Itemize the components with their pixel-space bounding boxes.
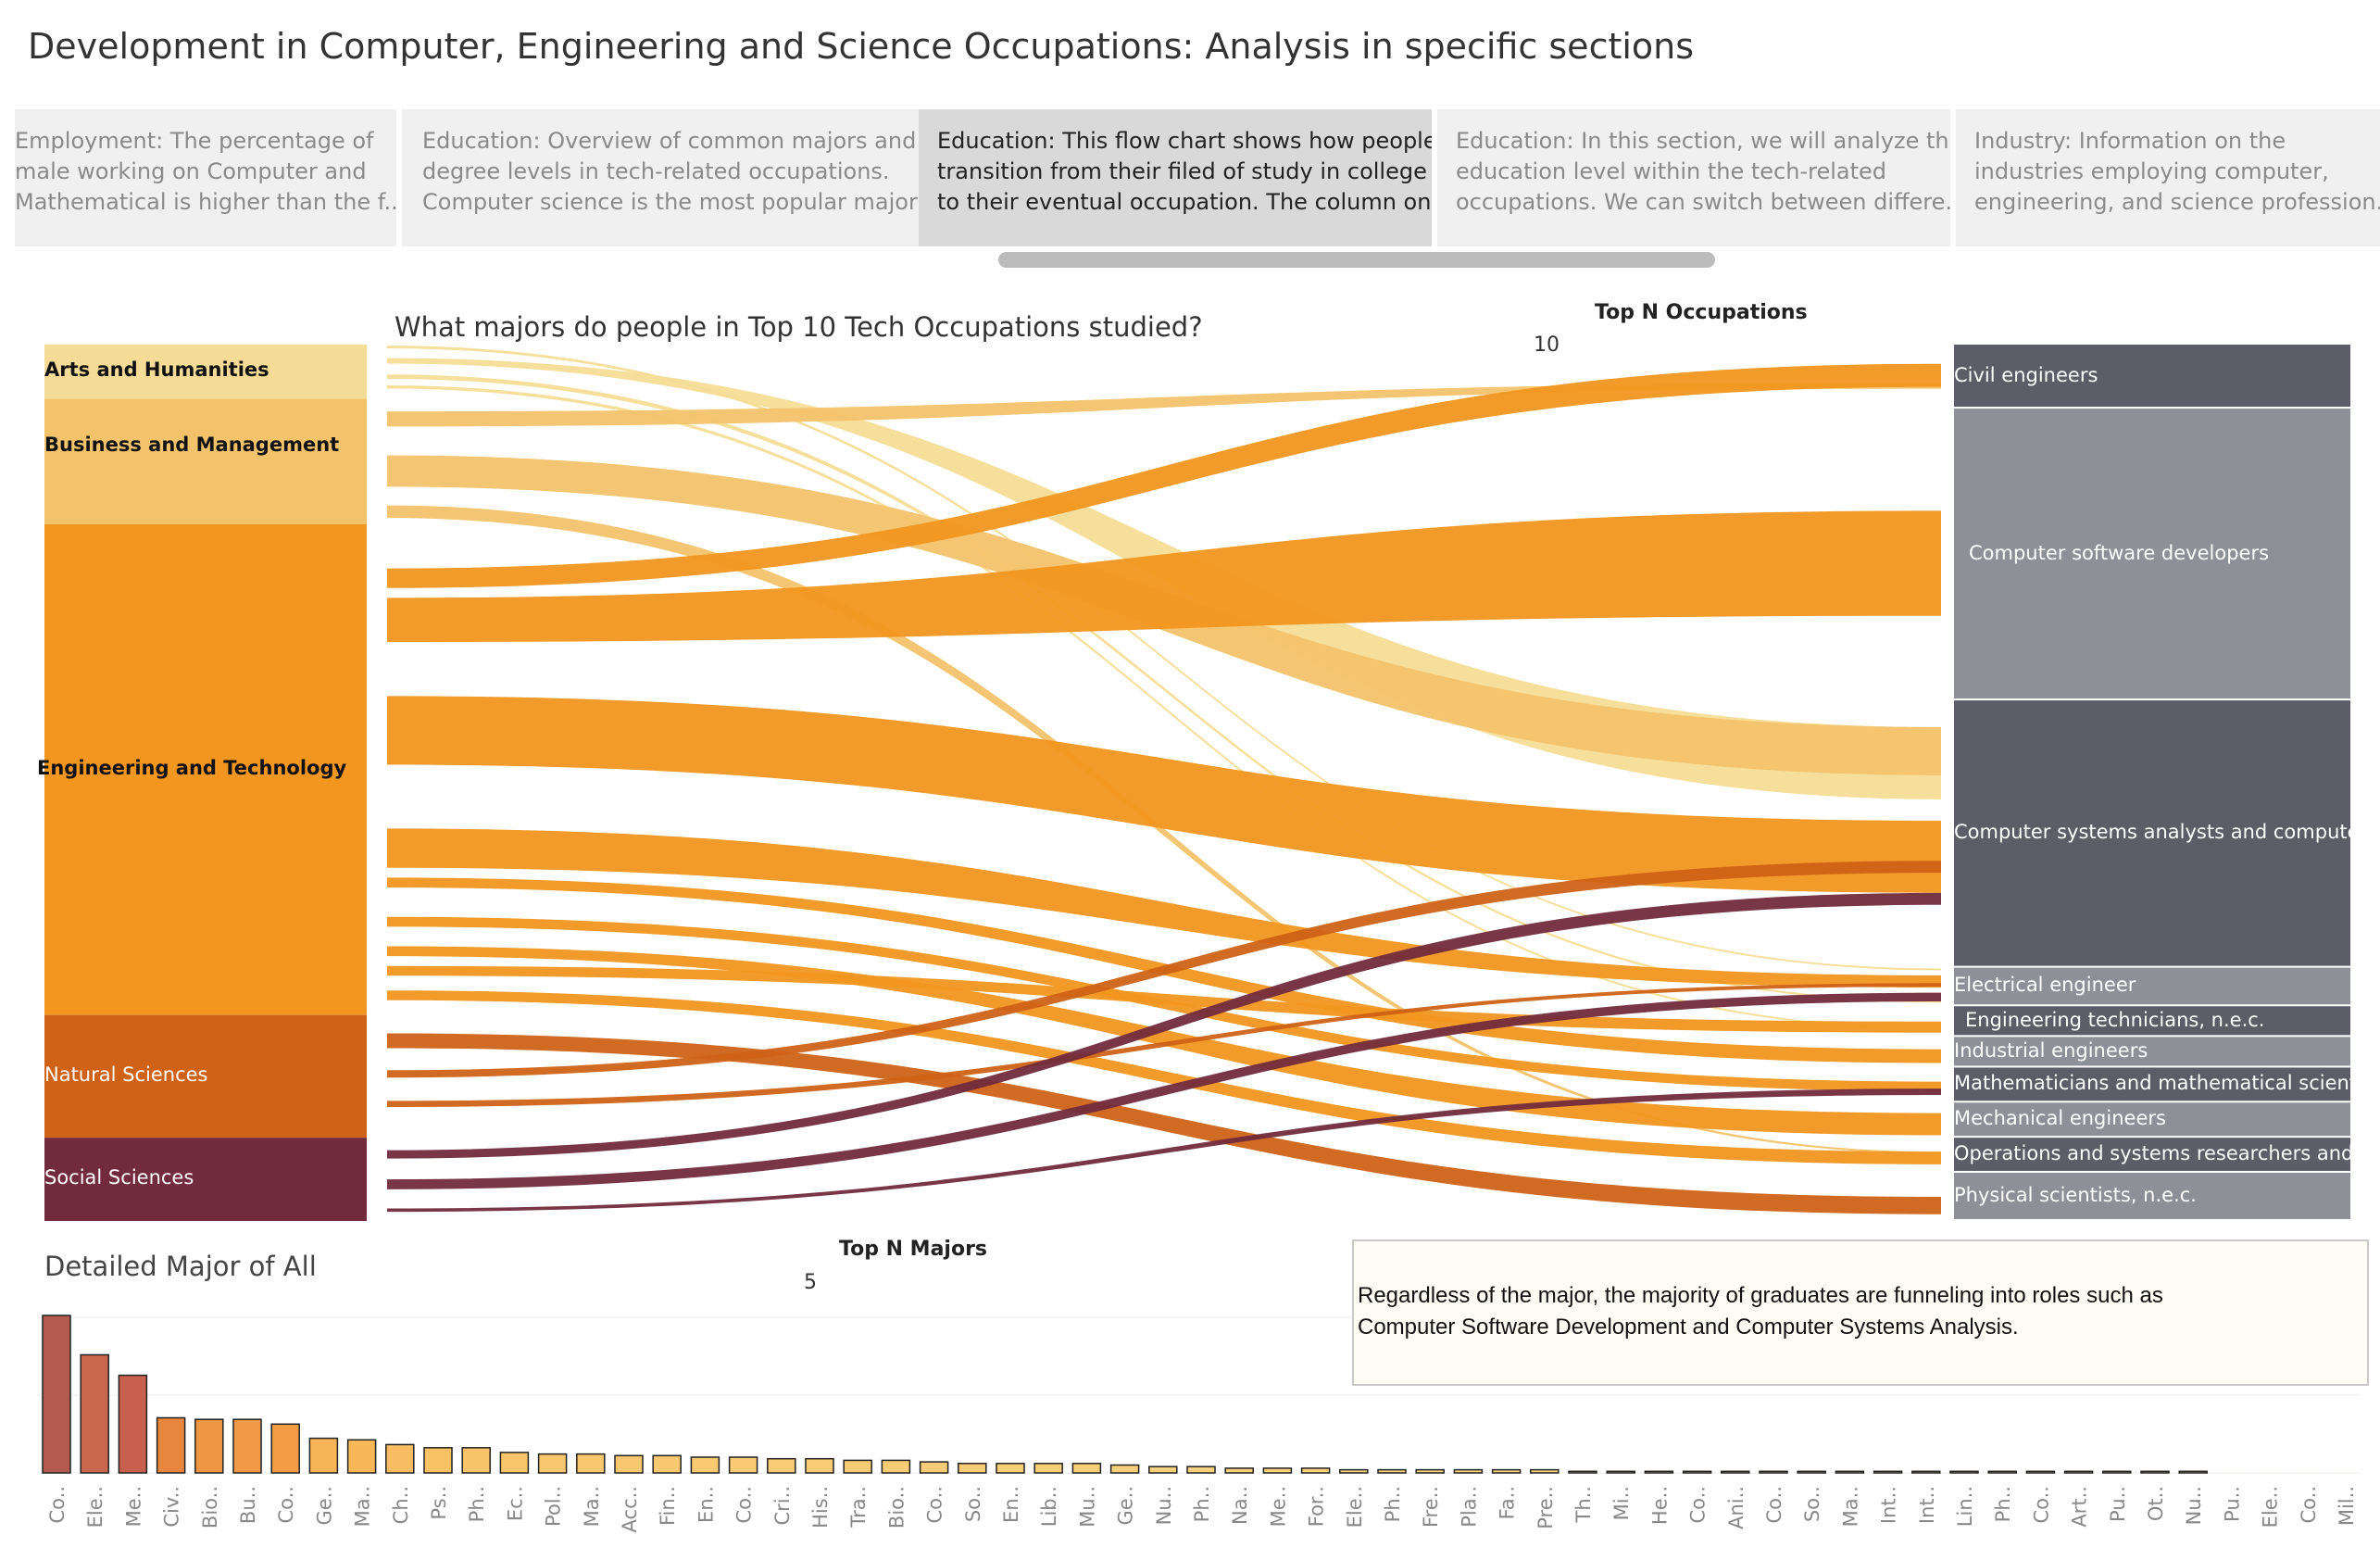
story-tab-text: Education: In this section, we will anal… bbox=[1456, 128, 1950, 215]
occupation-label: Computer software developers bbox=[1969, 541, 2270, 564]
occupation-label: Industrial engineers bbox=[1954, 1038, 2148, 1062]
occupation-label: Electrical engineer bbox=[1954, 974, 2136, 997]
major-category-label: Engineering and Technology bbox=[37, 756, 347, 779]
major-category-bar[interactable] bbox=[44, 523, 367, 1015]
occupation-label: Engineering technicians, n.e.c. bbox=[1965, 1008, 2265, 1031]
flow-ribbon[interactable] bbox=[387, 946, 1941, 1136]
occupation-label: Physical scientists, n.e.c. bbox=[1954, 1183, 2197, 1206]
story-tab-education-overview[interactable]: Education: Overview of common majors and… bbox=[402, 109, 924, 246]
occupation-bar[interactable] bbox=[1954, 1006, 2350, 1036]
story-tab-industry[interactable]: Industry: Information on the industries … bbox=[1956, 109, 2380, 246]
story-navigator: Employment: The percentage of male worki… bbox=[15, 109, 2380, 248]
major-category-bar[interactable] bbox=[44, 345, 367, 399]
flow-ribbon[interactable] bbox=[387, 828, 1941, 988]
occupation-label: Computer systems analysts and computer s… bbox=[1954, 821, 2350, 844]
flow-ribbon[interactable] bbox=[387, 990, 1941, 1164]
annotation-text: Regardless of the major, the majority of… bbox=[1358, 1283, 2163, 1340]
story-tab-employment[interactable]: Employment: The percentage of male worki… bbox=[15, 109, 396, 246]
flow-ribbon[interactable] bbox=[387, 363, 1941, 588]
flow-ribbon[interactable] bbox=[387, 892, 1941, 1159]
top-n-majors-label: Top N Majors bbox=[839, 1238, 988, 1261]
major-category-label: Natural Sciences bbox=[44, 1063, 208, 1086]
occupation-bar[interactable] bbox=[1954, 1037, 2350, 1066]
occupation-bar[interactable] bbox=[1954, 1138, 2350, 1171]
sankey-title: What majors do people in Top 10 Tech Occ… bbox=[395, 311, 1203, 343]
occupation-label: Civil engineers bbox=[1954, 363, 2098, 386]
flow-ribbon[interactable] bbox=[387, 1033, 1941, 1214]
page-title: Development in Computer, Engineering and… bbox=[28, 26, 1695, 67]
occupation-label: Mathematicians and mathematical scientis… bbox=[1954, 1072, 2350, 1095]
flow-ribbon[interactable] bbox=[387, 1088, 1941, 1213]
flow-ribbon[interactable] bbox=[387, 992, 1941, 1189]
major-category-label: Social Sciences bbox=[44, 1166, 194, 1189]
top-n-majors-value[interactable]: 5 bbox=[804, 1271, 817, 1294]
occupation-bar[interactable] bbox=[1954, 1172, 2350, 1219]
story-tab-education-level[interactable]: Education: In this section, we will anal… bbox=[1437, 109, 1950, 246]
major-category-label: Arts and Humanities bbox=[44, 359, 269, 382]
flow-ribbon[interactable] bbox=[387, 983, 1941, 1108]
occupation-label: Mechanical engineers bbox=[1954, 1107, 2166, 1130]
annotation-box: Regardless of the major, the majority of… bbox=[1352, 1239, 2369, 1386]
occupation-bar[interactable] bbox=[1954, 1102, 2350, 1137]
flow-ribbon[interactable] bbox=[387, 384, 1941, 1030]
major-category-bar[interactable] bbox=[44, 398, 367, 524]
flow-ribbon[interactable] bbox=[387, 861, 1941, 1078]
detail-chart-title: Detailed Major of All bbox=[44, 1251, 317, 1282]
flow-ribbon[interactable] bbox=[387, 505, 1941, 1154]
top-n-occupations-label: Top N Occupations bbox=[1595, 301, 1808, 324]
flow-ribbon[interactable] bbox=[387, 374, 1941, 1003]
story-tab-education-flow[interactable]: Education: This flow chart shows how peo… bbox=[919, 109, 1432, 246]
story-tab-text: Education: This flow chart shows how peo… bbox=[937, 128, 1432, 215]
occupation-bar[interactable] bbox=[1954, 345, 2350, 408]
story-tab-text: Education: Overview of common majors and… bbox=[422, 128, 918, 215]
occupation-bar[interactable] bbox=[1954, 409, 2350, 699]
flow-ribbon[interactable] bbox=[387, 346, 1941, 971]
story-tab-text: Employment: The percentage of male worki… bbox=[15, 128, 396, 215]
story-scrollbar[interactable] bbox=[998, 252, 1715, 268]
occupation-bar[interactable] bbox=[1954, 1067, 2350, 1101]
occupation-bar[interactable] bbox=[1954, 700, 2350, 966]
major-category-label: Business and Management bbox=[44, 434, 340, 457]
story-tab-text: Industry: Information on the industries … bbox=[1974, 128, 2380, 215]
occupation-bar[interactable] bbox=[1954, 967, 2350, 1005]
flow-ribbon[interactable] bbox=[387, 383, 1941, 427]
occupation-label: Operations and systems researchers and a… bbox=[1954, 1142, 2350, 1165]
flow-ribbon[interactable] bbox=[387, 510, 1941, 643]
major-category-bar[interactable] bbox=[44, 1138, 367, 1221]
top-n-occupations-value[interactable]: 10 bbox=[1534, 333, 1560, 357]
flow-ribbon[interactable] bbox=[387, 696, 1941, 893]
major-category-bar[interactable] bbox=[44, 1014, 367, 1139]
